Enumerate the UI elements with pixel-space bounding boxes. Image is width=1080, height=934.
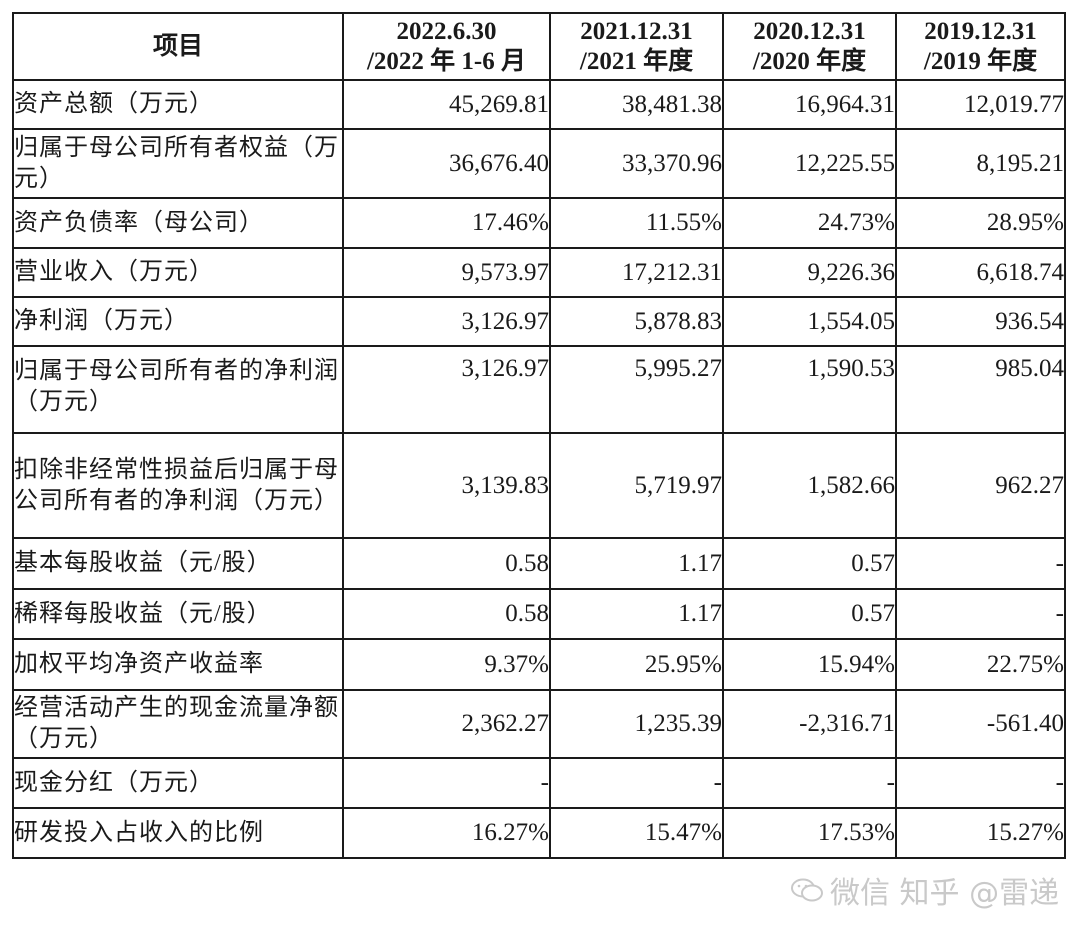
cell-value: 3,126.97 (342, 345, 551, 434)
cell-value: 25.95% (549, 638, 724, 691)
cell-value: 11.55% (549, 197, 724, 249)
cell-value: 12,019.77 (895, 79, 1066, 130)
table-row: 资产总额（万元） 45,269.81 38,481.38 16,964.31 1… (12, 79, 1066, 130)
table-row: 经营活动产生的现金流量净额（万元） 2,362.27 1,235.39 -2,3… (12, 689, 1066, 759)
row-label: 基本每股收益（元/股） (12, 537, 344, 590)
row-label: 归属于母公司所有者的净利润（万元） (12, 345, 344, 434)
cell-value: 3,126.97 (342, 296, 551, 347)
table-row: 稀释每股收益（元/股） 0.58 1.17 0.57 - (12, 588, 1066, 640)
cell-value: 24.73% (722, 197, 897, 249)
row-label: 营业收入（万元） (12, 247, 344, 298)
cell-value: 5,995.27 (549, 345, 724, 434)
table-row: 营业收入（万元） 9,573.97 17,212.31 9,226.36 6,6… (12, 247, 1066, 298)
table-row: 现金分红（万元） - - - - (12, 757, 1066, 809)
cell-value: 38,481.38 (549, 79, 724, 130)
cell-value: 3,139.83 (342, 432, 551, 539)
table-row: 归属于母公司所有者权益（万元） 36,676.40 33,370.96 12,2… (12, 128, 1066, 199)
row-label: 研发投入占收入的比例 (12, 807, 344, 859)
cell-value: 15.27% (895, 807, 1066, 859)
table-row: 归属于母公司所有者的净利润（万元） 3,126.97 5,995.27 1,59… (12, 345, 1066, 434)
cell-value: 9.37% (342, 638, 551, 691)
cell-value: 15.94% (722, 638, 897, 691)
cell-value: 9,226.36 (722, 247, 897, 298)
watermark-text: 微信 知乎 @雷递 (830, 876, 1060, 911)
cell-value: 2,362.27 (342, 689, 551, 759)
table-row: 研发投入占收入的比例 16.27% 15.47% 17.53% 15.27% (12, 807, 1066, 859)
cell-value: 936.54 (895, 296, 1066, 347)
cell-value: 15.47% (549, 807, 724, 859)
row-label: 扣除非经常性损益后归属于母公司所有者的净利润（万元） (12, 432, 344, 539)
row-label: 资产负债率（母公司） (12, 197, 344, 249)
cell-value: 45,269.81 (342, 79, 551, 130)
cell-value: - (895, 588, 1066, 640)
cell-value: 17,212.31 (549, 247, 724, 298)
header-row: 项目 2022.6.30/2022 年 1-6 月 2021.12.31/202… (12, 12, 1066, 81)
header-2021: 2021.12.31/2021 年度 (549, 12, 724, 81)
cell-value: 985.04 (895, 345, 1066, 434)
table-row: 加权平均净资产收益率 9.37% 25.95% 15.94% 22.75% (12, 638, 1066, 691)
cell-value: 17.46% (342, 197, 551, 249)
table-row: 基本每股收益（元/股） 0.58 1.17 0.57 - (12, 537, 1066, 590)
cell-value: -561.40 (895, 689, 1066, 759)
cell-value: 16,964.31 (722, 79, 897, 130)
watermark: 微信 知乎 @雷递 (790, 868, 1059, 912)
table-row: 净利润（万元） 3,126.97 5,878.83 1,554.05 936.5… (12, 296, 1066, 347)
header-item: 项目 (12, 12, 344, 81)
table-row: 资产负债率（母公司） 17.46% 11.55% 24.73% 28.95% (12, 197, 1066, 249)
cell-value: 1,235.39 (549, 689, 724, 759)
cell-value: - (342, 757, 551, 809)
row-label: 归属于母公司所有者权益（万元） (12, 128, 344, 199)
row-label: 资产总额（万元） (12, 79, 344, 130)
cell-value: 12,225.55 (722, 128, 897, 199)
cell-value: 9,573.97 (342, 247, 551, 298)
cell-value: 28.95% (895, 197, 1066, 249)
row-label: 净利润（万元） (12, 296, 344, 347)
cell-value: - (895, 757, 1066, 809)
cell-value: 0.58 (342, 537, 551, 590)
cell-value: -2,316.71 (722, 689, 897, 759)
header-2019: 2019.12.31/2019 年度 (895, 12, 1066, 81)
row-label: 加权平均净资产收益率 (12, 638, 344, 691)
cell-value: 5,878.83 (549, 296, 724, 347)
cell-value: 1,590.53 (722, 345, 897, 434)
header-2020: 2020.12.31/2020 年度 (722, 12, 897, 81)
cell-value: 0.58 (342, 588, 551, 640)
cell-value: - (549, 757, 724, 809)
cell-value: 36,676.40 (342, 128, 551, 199)
cell-value: 1.17 (549, 537, 724, 590)
cell-value: 0.57 (722, 588, 897, 640)
cell-value: 5,719.97 (549, 432, 724, 539)
cell-value: 22.75% (895, 638, 1066, 691)
row-label: 现金分红（万元） (12, 757, 344, 809)
cell-value: 16.27% (342, 807, 551, 859)
cell-value: 8,195.21 (895, 128, 1066, 199)
row-label: 稀释每股收益（元/股） (12, 588, 344, 640)
cell-value: 1,554.05 (722, 296, 897, 347)
cell-value: - (895, 537, 1066, 590)
cell-value: 6,618.74 (895, 247, 1066, 298)
wechat-icon (791, 878, 823, 902)
header-2022h1: 2022.6.30/2022 年 1-6 月 (342, 12, 551, 81)
cell-value: - (722, 757, 897, 809)
cell-value: 17.53% (722, 807, 897, 859)
cell-value: 1.17 (549, 588, 724, 640)
row-label: 经营活动产生的现金流量净额（万元） (12, 689, 344, 759)
table-row: 扣除非经常性损益后归属于母公司所有者的净利润（万元） 3,139.83 5,71… (12, 432, 1066, 539)
financial-summary-table: 项目 2022.6.30/2022 年 1-6 月 2021.12.31/202… (12, 12, 1066, 859)
cell-value: 962.27 (895, 432, 1066, 539)
cell-value: 33,370.96 (549, 128, 724, 199)
cell-value: 0.57 (722, 537, 897, 590)
cell-value: 1,582.66 (722, 432, 897, 539)
